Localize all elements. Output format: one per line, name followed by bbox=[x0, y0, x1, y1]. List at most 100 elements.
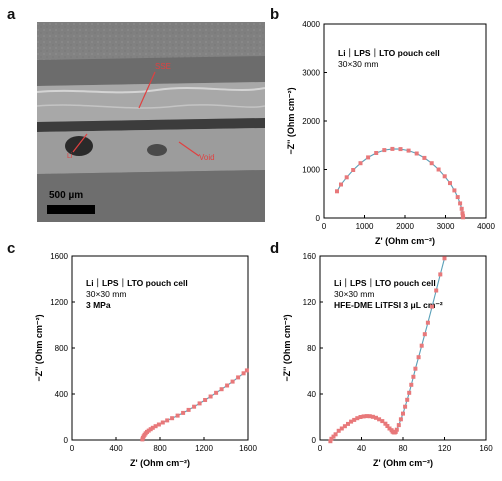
data-point bbox=[377, 417, 382, 422]
data-point bbox=[442, 256, 447, 261]
y-axis-label: −Z'' (Ohm cm⁻²) bbox=[286, 87, 296, 154]
data-point bbox=[430, 304, 435, 309]
x-tick-label: 1000 bbox=[356, 222, 374, 231]
data-point bbox=[361, 414, 366, 419]
data-point bbox=[358, 415, 363, 419]
x-tick-label: 1200 bbox=[195, 444, 213, 453]
fit-line bbox=[336, 148, 464, 218]
data-point bbox=[364, 414, 369, 419]
data-point bbox=[458, 201, 463, 206]
annotation-line: 3 MPa bbox=[86, 300, 111, 310]
data-point bbox=[405, 397, 410, 402]
scale-bar bbox=[47, 205, 95, 214]
data-point bbox=[382, 148, 387, 153]
annotation-line: Li｜LPS｜LTO pouch cell bbox=[86, 278, 188, 288]
sem-image: SSE Void Li 500 µm bbox=[37, 22, 265, 222]
data-point bbox=[219, 387, 224, 392]
y-tick-label: 1000 bbox=[302, 166, 320, 175]
data-point bbox=[380, 419, 385, 424]
data-point bbox=[344, 175, 349, 180]
data-point bbox=[197, 401, 202, 406]
x-tick-label: 2000 bbox=[396, 222, 414, 231]
data-point bbox=[241, 371, 246, 376]
x-axis-label: Z' (Ohm cm⁻²) bbox=[375, 236, 435, 246]
sse-arrow bbox=[138, 71, 156, 109]
x-tick-label: 0 bbox=[70, 444, 75, 453]
x-axis-label: Z' (Ohm cm⁻²) bbox=[373, 458, 433, 468]
x-tick-label: 400 bbox=[109, 444, 123, 453]
y-tick-label: 0 bbox=[64, 436, 69, 445]
data-point bbox=[425, 320, 430, 325]
x-tick-label: 160 bbox=[479, 444, 493, 453]
data-point bbox=[413, 366, 418, 371]
data-point bbox=[461, 215, 466, 220]
y-tick-label: 0 bbox=[312, 436, 317, 445]
data-point bbox=[346, 421, 350, 426]
x-tick-label: 80 bbox=[399, 444, 408, 453]
data-point bbox=[403, 404, 408, 409]
data-point bbox=[336, 428, 341, 433]
data-point bbox=[452, 188, 457, 193]
data-point bbox=[186, 407, 191, 412]
data-point bbox=[329, 436, 334, 441]
sse-label: SSE bbox=[155, 62, 171, 71]
data-point bbox=[335, 189, 339, 194]
annotation-line: Li｜LPS｜LTO pouch cell bbox=[334, 278, 436, 288]
data-point bbox=[150, 425, 155, 430]
data-point bbox=[406, 148, 411, 153]
x-tick-label: 0 bbox=[318, 444, 323, 453]
data-point bbox=[192, 404, 197, 409]
y-tick-label: 80 bbox=[307, 344, 316, 353]
data-point bbox=[352, 417, 357, 422]
data-point bbox=[203, 398, 208, 402]
data-point bbox=[244, 368, 249, 373]
data-point bbox=[370, 414, 375, 419]
x-tick-label: 120 bbox=[438, 444, 452, 453]
y-tick-label: 40 bbox=[307, 390, 316, 399]
li-arrow bbox=[72, 133, 88, 153]
data-point bbox=[367, 414, 372, 419]
data-point bbox=[394, 427, 399, 432]
y-tick-label: 120 bbox=[303, 298, 317, 307]
y-tick-label: 400 bbox=[55, 390, 69, 399]
scale-bar-label: 500 µm bbox=[49, 190, 83, 201]
data-point bbox=[396, 423, 401, 428]
panel-letter-a: a bbox=[7, 6, 16, 23]
data-point bbox=[436, 167, 441, 172]
data-point bbox=[422, 155, 427, 160]
data-point bbox=[175, 413, 180, 418]
data-point bbox=[331, 434, 336, 439]
data-point bbox=[165, 418, 170, 423]
data-point bbox=[153, 424, 158, 429]
data-point bbox=[181, 410, 186, 415]
data-point bbox=[460, 211, 465, 216]
annotation-line: 30×30 mm bbox=[86, 289, 126, 299]
y-tick-label: 0 bbox=[316, 214, 321, 223]
panel-letter-b: b bbox=[270, 6, 280, 23]
data-point bbox=[411, 374, 416, 379]
data-point bbox=[358, 161, 363, 166]
data-point bbox=[214, 390, 219, 395]
data-point bbox=[236, 375, 241, 380]
x-tick-label: 0 bbox=[322, 222, 327, 231]
data-point bbox=[422, 332, 427, 337]
void-arrow bbox=[178, 141, 200, 157]
chart-c: 0 400 800 1200 1600 0 400 800 1200 1600 Z' (Ohm cm… bbox=[34, 252, 257, 468]
data-point bbox=[459, 206, 464, 211]
y-tick-label: 1200 bbox=[50, 298, 68, 307]
data-point bbox=[429, 161, 434, 166]
data-point bbox=[398, 417, 403, 422]
data-point bbox=[407, 390, 412, 395]
data-point bbox=[401, 411, 405, 416]
data-point bbox=[385, 424, 390, 428]
data-point bbox=[339, 426, 344, 431]
void-label: Void bbox=[199, 153, 215, 162]
data-point bbox=[148, 427, 153, 432]
data-point bbox=[366, 155, 371, 160]
y-tick-label: 800 bbox=[55, 344, 69, 353]
data-point bbox=[390, 146, 395, 151]
annotation-line: 30×30 mm bbox=[334, 289, 374, 299]
data-point bbox=[414, 151, 419, 156]
data-point bbox=[328, 439, 333, 444]
data-point bbox=[416, 355, 421, 360]
